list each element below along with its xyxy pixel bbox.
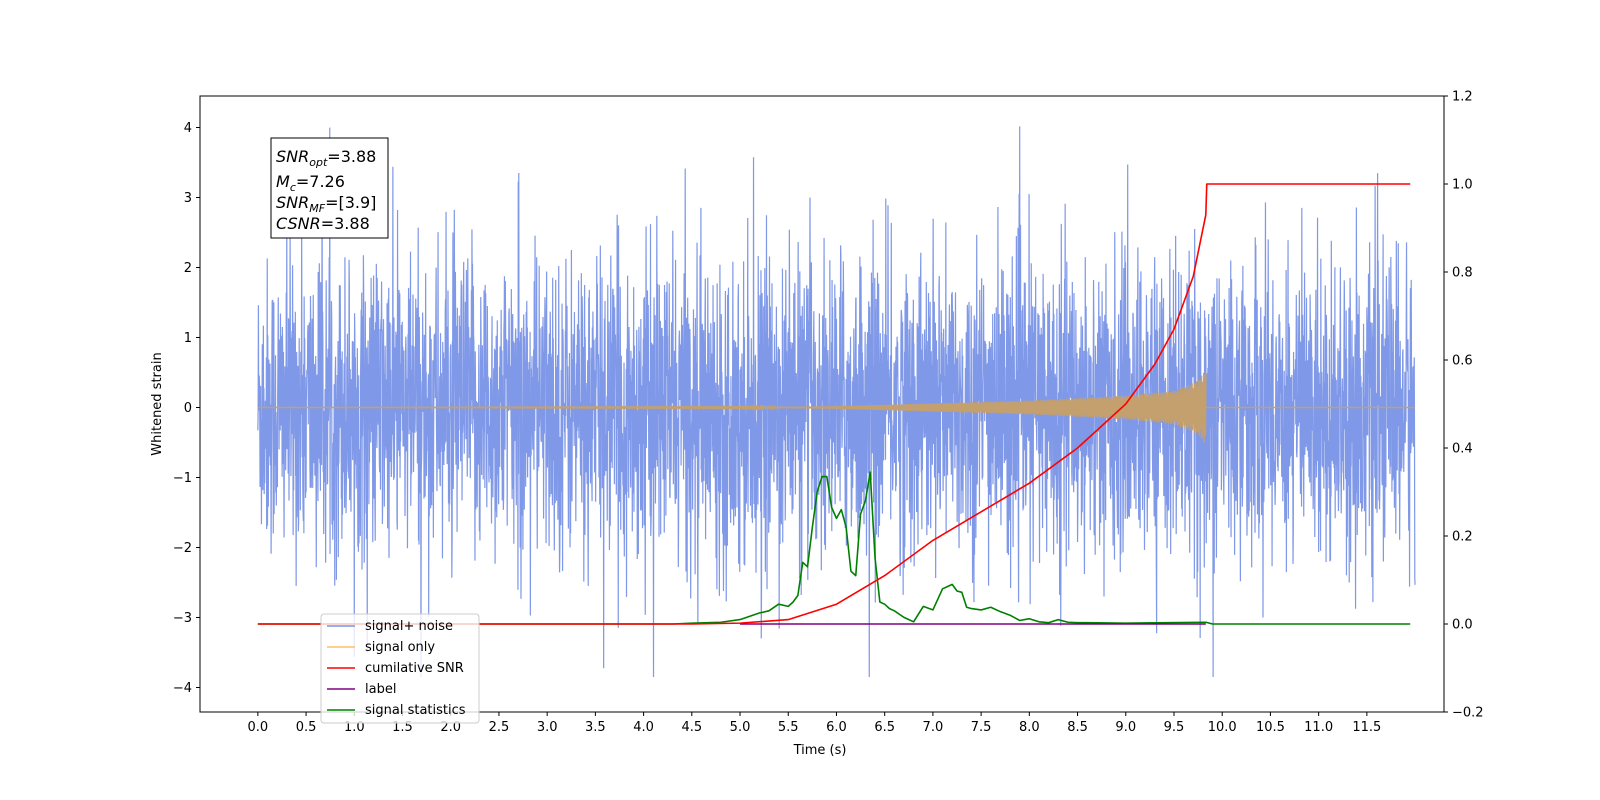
x-tick-label: 11.5 <box>1352 720 1381 735</box>
x-tick-label: 5.0 <box>730 720 751 735</box>
x-tick-label: 3.5 <box>585 720 606 735</box>
y-tick-label: 1 <box>184 331 192 346</box>
y-tick-label: −3 <box>173 611 192 626</box>
x-tick-label: 9.0 <box>1115 720 1136 735</box>
y-tick-label: −1 <box>173 471 192 486</box>
legend-label-stats: signal statistics <box>365 703 466 718</box>
legend-frame <box>320 613 480 724</box>
y2-tick-label: −0.2 <box>1452 706 1484 721</box>
x-tick-label: 8.0 <box>1019 720 1040 735</box>
x-tick-label: 7.5 <box>971 720 992 735</box>
x-tick-label: 11.0 <box>1304 720 1333 735</box>
plot-frame <box>199 95 1445 713</box>
y2-tick-label: 1.0 <box>1452 178 1473 193</box>
series-signal-noise <box>257 126 1416 678</box>
y2-tick-label: 0.8 <box>1452 266 1473 281</box>
x-tick-label: 1.5 <box>392 720 413 735</box>
y-tick-label: 3 <box>184 191 192 206</box>
legend-label-label: label <box>365 682 396 697</box>
x-tick-label: 1.0 <box>344 720 365 735</box>
x-axis-label: Time (s) <box>793 743 847 758</box>
stat-mc: Mc=7.26 <box>276 172 345 194</box>
x-tick-label: 0.0 <box>248 720 269 735</box>
legend-label-signal-only: signal only <box>365 640 435 655</box>
y-tick-label: 2 <box>184 261 192 276</box>
series-signal-statistics <box>257 471 1411 625</box>
x-tick-label: 6.5 <box>874 720 895 735</box>
x-tick-label: 10.5 <box>1256 720 1285 735</box>
y-tick-label: 4 <box>184 121 192 136</box>
x-tick-label: 4.5 <box>681 720 702 735</box>
x-tick-label: 3.0 <box>537 720 558 735</box>
stats-box: SNRopt=3.88 Mc=7.26 SNRMF=[3.9] CSNR=3.8… <box>270 137 389 239</box>
legend-label-csnr: cumilative SNR <box>365 661 464 676</box>
series-cumulative-snr <box>257 183 1411 625</box>
y-axis-label: Whitened strain <box>150 352 165 455</box>
x-tick-label: 2.5 <box>489 720 510 735</box>
legend-label-signal-noise: signal+ noise <box>365 619 453 634</box>
stat-csnr: CSNR=3.88 <box>276 214 370 233</box>
x-tick-label: 10.0 <box>1208 720 1237 735</box>
legend: signal+ noise signal only cumilative SNR… <box>320 613 480 724</box>
y2-tick-label: 0.2 <box>1452 530 1473 545</box>
x-tick-label: 6.0 <box>826 720 847 735</box>
y-tick-label: −2 <box>173 541 192 556</box>
x-tick-label: 5.5 <box>778 720 799 735</box>
x-tick-label: 2.0 <box>440 720 461 735</box>
series-signal-only <box>257 372 1416 443</box>
stats-box-frame <box>270 137 389 239</box>
y2-tick-label: 0.6 <box>1452 354 1473 369</box>
y2-tick-label: 0.0 <box>1452 618 1473 633</box>
y2-tick-label: 0.4 <box>1452 442 1473 457</box>
stat-snr-mf: SNRMF=[3.9] <box>276 193 376 215</box>
x-tick-label: 7.0 <box>923 720 944 735</box>
stat-snr-opt: SNRopt=3.88 <box>276 147 376 169</box>
y-tick-label: −4 <box>173 681 192 696</box>
x-tick-label: 8.5 <box>1067 720 1088 735</box>
y2-tick-label: 1.2 <box>1452 90 1473 105</box>
y-tick-label: 0 <box>184 401 192 416</box>
x-tick-label: 4.0 <box>633 720 654 735</box>
x-tick-label: 0.5 <box>296 720 317 735</box>
x-tick-label: 9.5 <box>1164 720 1185 735</box>
